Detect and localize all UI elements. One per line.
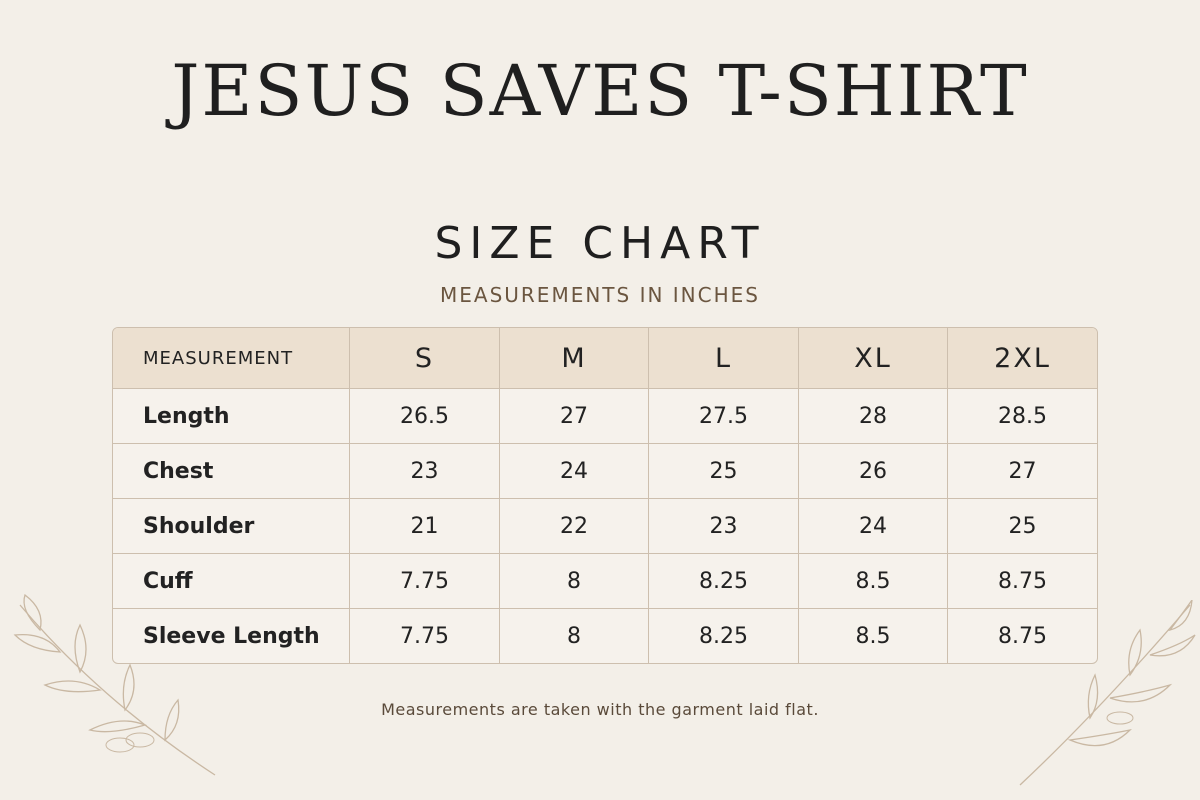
table-row: Chest 23 24 25 26 27 (113, 443, 1097, 498)
table-cell: 7.75 (349, 554, 499, 608)
size-table: MEASUREMENT S M L XL 2XL Length 26.5 27 27.5 28 28.… (112, 327, 1098, 664)
table-cell: 26 (798, 444, 947, 498)
table-cell: 22 (499, 499, 648, 553)
row-label: Shoulder (143, 513, 255, 539)
table-cell: 24 (798, 499, 947, 553)
row-label: Chest (143, 458, 214, 484)
table-cell: 7.75 (349, 609, 499, 663)
table-cell: 8.5 (798, 554, 947, 608)
table-cell: 8.25 (648, 609, 798, 663)
row-label: Length (143, 403, 230, 429)
table-cell: 8.75 (947, 609, 1097, 663)
table-cell: 21 (349, 499, 499, 553)
row-label: Cuff (143, 568, 193, 594)
column-header: XL (798, 328, 947, 388)
table-cell: 27 (947, 444, 1097, 498)
table-row: Shoulder 21 22 23 24 25 (113, 498, 1097, 553)
table-cell: 8.5 (798, 609, 947, 663)
subheading: MEASUREMENTS IN INCHES (440, 283, 760, 307)
branch-right (1019, 600, 1196, 786)
table-cell: 23 (349, 444, 499, 498)
table-cell: 23 (648, 499, 798, 553)
table-cell: 24 (499, 444, 648, 498)
table-cell: 28 (798, 389, 947, 443)
table-cell: 25 (648, 444, 798, 498)
row-label: Sleeve Length (143, 623, 320, 649)
table-row: Sleeve Length 7.75 8 8.25 8.5 8.75 (113, 608, 1097, 663)
table-cell: 8.25 (648, 554, 798, 608)
branch-left (13, 593, 216, 776)
column-header: MEASUREMENT (143, 347, 294, 369)
table-cell: 27.5 (648, 389, 798, 443)
footnote: Measurements are taken with the garment … (381, 700, 819, 719)
column-header: S (349, 328, 499, 388)
column-header: 2XL (947, 328, 1097, 388)
title: JESUS SAVES T-SHIRT (171, 50, 1029, 132)
table-cell: 27 (499, 389, 648, 443)
table-row: Cuff 7.75 8 8.25 8.5 8.75 (113, 553, 1097, 608)
table-row: Length 26.5 27 27.5 28 28.5 (113, 388, 1097, 443)
column-header: M (499, 328, 648, 388)
table-cell: 28.5 (947, 389, 1097, 443)
table-cell: 8 (499, 554, 648, 608)
table-cell: 8 (499, 609, 648, 663)
heading: SIZE CHART (434, 218, 766, 269)
table-cell: 26.5 (349, 389, 499, 443)
table-cell: 25 (947, 499, 1097, 553)
column-header: L (648, 328, 798, 388)
header-row: MEASUREMENT S M L XL 2XL (113, 328, 1097, 388)
table-cell: 8.75 (947, 554, 1097, 608)
